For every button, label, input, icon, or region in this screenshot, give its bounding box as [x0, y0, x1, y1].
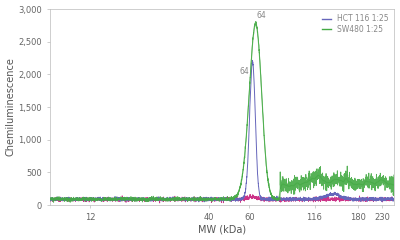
Text: 64: 64: [256, 11, 266, 20]
Legend: HCT 116 1:25, SW480 1:25: HCT 116 1:25, SW480 1:25: [321, 13, 391, 36]
Text: 64: 64: [240, 67, 249, 76]
X-axis label: MW (kDa): MW (kDa): [198, 224, 246, 234]
Y-axis label: Chemiluminescence: Chemiluminescence: [6, 58, 16, 156]
